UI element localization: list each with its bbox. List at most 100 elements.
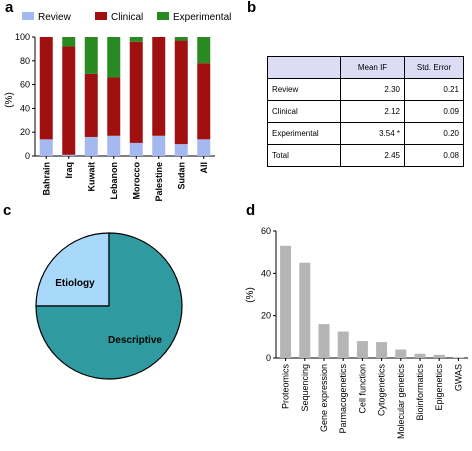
panel-label-b: b [247,0,257,16]
bar [452,357,464,358]
bar-segment-experimental [129,37,143,42]
table-cell: 0.21 [404,78,464,101]
x-tick-label: Cytogenetics [377,364,387,417]
legend-swatch-experimental [157,12,169,20]
bar-segment-review [39,139,53,156]
x-tick-label: Cell function [357,364,367,414]
x-tick-label: Kuwait [86,162,96,192]
table-header-cell [267,56,341,79]
x-tick-label: Molecular genetics [396,364,406,440]
y-tick-label: 40 [20,103,30,113]
table-row: Clinical 2.12 0.09 [267,100,464,123]
x-tick-label: All [199,162,209,174]
x-tick-label: Morocco [131,162,141,200]
x-tick-label: Sequencing [300,364,310,412]
bar-segment-review [129,142,143,156]
table-cell: 0.09 [404,100,464,123]
table-cell: 2.30 [340,78,405,101]
bar-segment-review [152,135,166,156]
legend-swatch-review [22,12,34,20]
pie-label-etiology: Etiology [55,278,95,289]
bar [433,354,445,358]
bar-segment-clinical [39,37,53,140]
bar-segment-clinical [129,41,143,143]
x-tick-label: Epigenetics [434,364,444,411]
y-tick-label: 60 [261,226,271,236]
bar-segment-review [84,136,98,156]
bar-segment-clinical [174,40,188,145]
bar-segment-experimental [174,37,188,41]
x-tick-label: Iraq [64,162,74,179]
y-tick-label: 100 [15,32,30,42]
pie-slice-etiology [35,232,110,307]
bar-segment-experimental [84,37,98,74]
legend-label: Clinical [111,12,143,23]
y-tick-label: 0 [266,353,271,363]
table-cell: Total [267,144,341,167]
bar-segment-clinical [84,73,98,137]
x-tick-label: Proteomics [281,364,291,410]
bar-segment-review [107,135,121,156]
x-tick-label: Gene expression [319,364,329,432]
legend-swatch-clinical [95,12,107,20]
x-tick-label: Palestine [154,162,164,202]
legend-label: Experimental [173,12,231,23]
table-cell: 2.45 [340,144,405,167]
bar-segment-clinical [107,77,121,136]
y-axis-label: (%) [245,287,256,303]
impact-factor-table: Mean IF Std. Error Review 2.30 0.21 Clin… [267,56,464,167]
x-tick-label: Lebanon [109,162,119,200]
bar [280,245,292,358]
legend-label: Review [38,12,72,23]
table-cell: Review [267,78,341,101]
y-tick-label: 20 [20,127,30,137]
x-tick-label: Parmacogenetics [338,364,348,434]
y-tick-label: 0 [25,151,30,161]
panel-label-a: a [5,0,14,16]
y-tick-label: 20 [261,311,271,321]
bar [414,353,426,358]
table-cell: 2.12 [340,100,405,123]
panel-label-c: c [3,202,12,219]
bar-segment-experimental [197,37,211,64]
table-header-cell: Std. Error [404,56,464,79]
bar-segment-experimental [107,37,121,78]
bar [299,262,311,358]
table-cell: 3.54 * [340,122,405,145]
x-tick-label: Bioinformatics [415,364,425,421]
table-cell: Clinical [267,100,341,123]
y-tick-label: 80 [20,56,30,66]
x-tick-label: GWAS [453,364,463,391]
y-tick-label: 60 [20,80,30,90]
bar-segment-experimental [62,37,76,47]
bar-segment-clinical [197,63,211,140]
bar [395,349,407,358]
table-cell: 0.08 [404,144,464,167]
table-row: Total 2.45 0.08 [267,144,464,167]
pie-slice-descriptive [35,232,183,380]
pie-label-descriptive: Descriptive [108,335,162,346]
x-tick-label: Bahrain [41,162,51,196]
bar-segment-review [197,139,211,156]
table-cell: Experimental [267,122,341,145]
bar [356,341,368,358]
bar-segment-review [174,144,188,156]
table-header-row: Mean IF Std. Error [267,56,464,79]
panel-label-d: d [246,202,256,219]
bar [337,331,349,358]
bar-segment-review [62,154,76,156]
bar-segment-clinical [152,37,166,136]
bar [318,324,330,358]
y-tick-label: 40 [261,268,271,278]
x-tick-label: Sudan [176,162,186,190]
table-cell: 0.20 [404,122,464,145]
bar-segment-clinical [62,46,76,155]
bar [376,342,388,358]
y-axis-label: (%) [4,92,15,108]
table-row: Experimental 3.54 * 0.20 [267,122,464,145]
table-header-cell: Mean IF [340,56,405,79]
table-row: Review 2.30 0.21 [267,78,464,101]
